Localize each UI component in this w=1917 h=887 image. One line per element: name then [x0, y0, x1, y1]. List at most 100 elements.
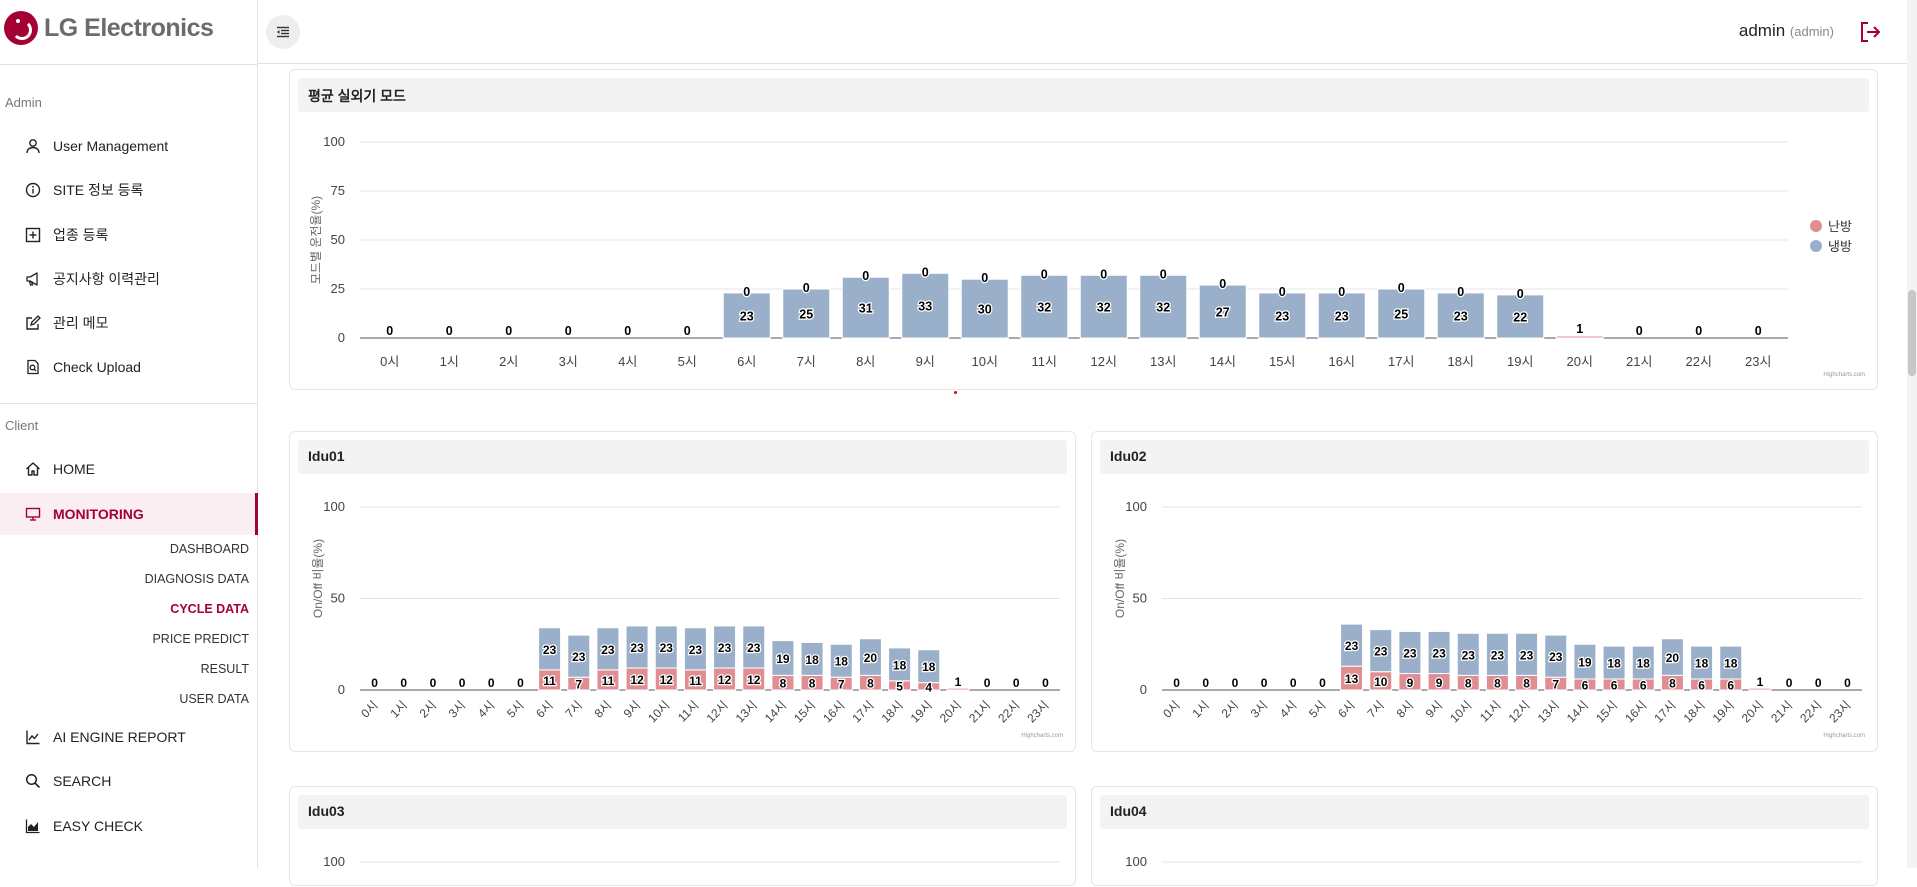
data-label: 1 [1757, 675, 1764, 689]
panel-idu01: Idu01 0 50 100 On/Off 비율(%) 0시 0 1시 0 2시 0 3시 0 4시 0 5… [289, 431, 1076, 752]
sidebar-item-easy-check[interactable]: EASY CHECK [0, 806, 258, 846]
x-tick-label: 0시 [1160, 698, 1182, 720]
bar-series-2 [654, 625, 678, 669]
data-label: 20 [864, 651, 878, 665]
bar-series-2 [1369, 629, 1393, 673]
plus-square-icon [24, 226, 42, 244]
data-label: 27 [1216, 306, 1230, 320]
subnav-dashboard[interactable]: DASHBOARD [169, 542, 249, 556]
data-label: 0 [565, 324, 572, 338]
x-tick-label: 15시 [791, 698, 818, 725]
data-label: 5 [896, 679, 903, 693]
x-tick-label: 9시 [621, 698, 643, 720]
lg-logo[interactable]: LG Electronics [4, 10, 214, 46]
data-label: 0 [1338, 285, 1345, 299]
bar-냉방 [1436, 292, 1485, 339]
top-header: admin (admin) [258, 0, 1917, 64]
x-tick-label: 6시 [1335, 698, 1357, 720]
sidebar-item-label: SITE 정보 등록 [53, 182, 144, 198]
data-label: 0 [505, 324, 512, 338]
x-tick-label: 19시 [1507, 354, 1533, 369]
brand-name: LG Electronics [44, 13, 214, 42]
data-label: 0 [1786, 676, 1793, 690]
data-label: 0 [1219, 277, 1226, 291]
x-tick-label: 9시 [916, 354, 935, 369]
logout-button[interactable] [1859, 21, 1881, 48]
x-tick-label: 21시 [1626, 354, 1652, 369]
x-tick-label: 4시 [1277, 698, 1299, 720]
data-label: 13 [1345, 672, 1359, 686]
bar-series-1 [946, 687, 970, 691]
x-tick-label: 23시 [1745, 354, 1771, 369]
sidebar-item-notice-history[interactable]: 공지사항 이력관리 [0, 259, 258, 299]
data-label: 18 [805, 653, 819, 667]
page-scrollbar[interactable] [1907, 0, 1917, 868]
data-label: 0 [743, 285, 750, 299]
x-tick-label: 2시 [1219, 698, 1241, 720]
x-tick-label: 13시 [1150, 354, 1176, 369]
y-axis-label: On/Off 비율(%) [1113, 539, 1127, 618]
x-tick-label: 6시 [737, 354, 756, 369]
x-tick-label: 19시 [1710, 698, 1737, 725]
data-label: 1 [955, 675, 962, 689]
x-tick-label: 1시 [387, 698, 409, 720]
sidebar-toggle-button[interactable] [266, 15, 300, 49]
section-label-admin: Admin [5, 95, 42, 110]
x-tick-label: 3시 [1248, 698, 1270, 720]
data-label: 0 [684, 324, 691, 338]
subnav-diagnosis-data[interactable]: DIAGNOSIS DATA [144, 572, 249, 586]
sidebar-item-monitoring[interactable]: MONITORING [0, 493, 258, 535]
user-role: (admin) [1789, 24, 1834, 39]
menu-collapse-icon [277, 26, 289, 38]
x-tick-label: 16시 [820, 698, 847, 725]
data-label: 18 [922, 660, 936, 674]
sidebar-item-ai-engine-report[interactable]: AI ENGINE REPORT [0, 717, 258, 757]
x-tick-label: 6시 [533, 698, 555, 720]
sidebar-item-check-upload[interactable]: Check Upload [0, 347, 258, 387]
data-label: 32 [1097, 301, 1111, 315]
sidebar-item-user-management[interactable]: User Management [0, 126, 258, 166]
sidebar-item-search[interactable]: SEARCH [0, 761, 258, 801]
data-label: 0 [624, 324, 631, 338]
subnav-price-predict[interactable]: PRICE PREDICT [152, 632, 249, 646]
subnav-result[interactable]: RESULT [200, 662, 249, 676]
bar-series-2 [1427, 630, 1451, 675]
bar-series-2 [567, 634, 591, 678]
sidebar-divider [0, 403, 258, 404]
x-tick-label: 23시 [1826, 698, 1853, 725]
data-label: 0 [1319, 676, 1326, 690]
panel-idu03: Idu03 100 [289, 786, 1076, 886]
x-tick-label: 17시 [1388, 354, 1414, 369]
sidebar-item-admin-memo[interactable]: 관리 메모 [0, 303, 258, 343]
legend-marker-난방 [1810, 220, 1822, 232]
x-tick-label: 22시 [995, 698, 1022, 725]
data-label: 18 [1607, 657, 1621, 671]
data-label: 0 [1457, 285, 1464, 299]
data-label: 11 [543, 674, 556, 688]
data-label: 12 [747, 673, 761, 687]
data-label: 23 [1491, 648, 1505, 662]
bar-냉방 [1079, 274, 1128, 339]
scrollbar-thumb[interactable] [1908, 290, 1916, 376]
data-label: 0 [1398, 281, 1405, 295]
data-label: 0 [1202, 676, 1209, 690]
bar-series-2 [596, 627, 620, 671]
data-label: 0 [803, 281, 810, 295]
sidebar-item-industry-register[interactable]: 업종 등록 [0, 215, 258, 255]
bar-냉방 [901, 272, 950, 339]
sidebar: LG Electronics Admin User Management SIT… [0, 0, 258, 868]
data-label: 0 [430, 676, 437, 690]
user-info: admin (admin) [1739, 21, 1834, 41]
bar-냉방 [960, 278, 1009, 339]
subnav-user-data[interactable]: USER DATA [179, 692, 249, 706]
data-label: 0 [862, 269, 869, 283]
sidebar-item-label: User Management [53, 138, 169, 154]
data-label: 31 [859, 302, 873, 316]
subnav-cycle-data[interactable]: CYCLE DATA [170, 602, 249, 616]
sidebar-item-site-info[interactable]: SITE 정보 등록 [0, 170, 258, 210]
sidebar-item-label: SEARCH [53, 773, 112, 789]
sidebar-item-home[interactable]: HOME [0, 449, 258, 489]
bar-냉방 [1020, 274, 1069, 339]
y-tick-label: 50 [1133, 591, 1147, 606]
